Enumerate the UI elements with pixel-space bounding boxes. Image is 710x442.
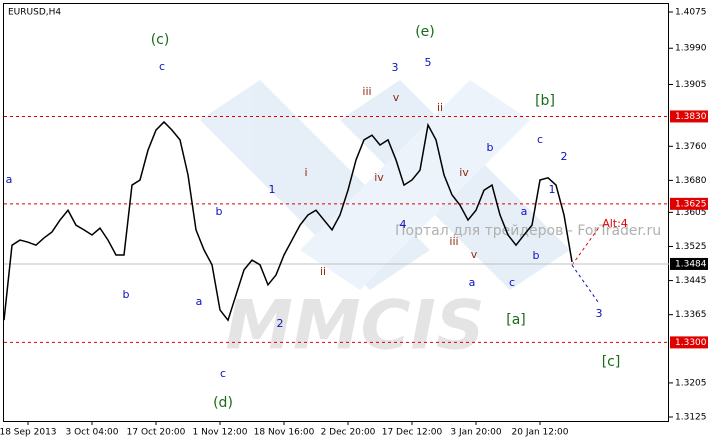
wave-label: 1 xyxy=(269,183,276,196)
x-tick-label: 18 Sep 2013 xyxy=(0,428,57,438)
x-tick-label: 2 Dec 20:00 xyxy=(321,428,376,438)
plot-frame xyxy=(3,3,669,422)
wave-label: b xyxy=(487,141,494,154)
level-label: 1.3625 xyxy=(675,199,707,209)
watermark: MMCIS xyxy=(225,287,485,366)
y-tick-label: 1.3525 xyxy=(675,242,707,252)
x-tick-label: 17 Oct 20:00 xyxy=(127,428,186,438)
wave-label: 4 xyxy=(400,218,407,231)
wave-label: 2 xyxy=(561,150,568,163)
y-tick-label: 1.3990 xyxy=(675,44,707,54)
wave-label: b xyxy=(216,205,223,218)
level-label: 1.3300 xyxy=(675,338,707,348)
wave-label: 5 xyxy=(425,56,432,69)
wave-label: (d) xyxy=(213,395,233,411)
y-tick-label: 1.3445 xyxy=(675,276,707,286)
y-tick-label: 1.3680 xyxy=(675,176,707,186)
wave-label: Alt:4 xyxy=(602,217,628,230)
wave-label: v xyxy=(393,91,400,104)
wave-label: c xyxy=(159,60,165,73)
level-label: 1.3484 xyxy=(675,259,707,269)
x-tick-label: 17 Dec 12:00 xyxy=(382,428,443,438)
wave-label: c xyxy=(509,276,515,289)
y-tick-label: 1.3205 xyxy=(675,378,707,388)
projection xyxy=(571,225,601,266)
wave-label: c xyxy=(537,133,543,146)
wave-label: i xyxy=(304,166,307,179)
y-tick-label: 1.3760 xyxy=(675,142,707,152)
level-label: 1.3830 xyxy=(675,112,707,122)
price-line xyxy=(3,120,573,322)
wave-label: iii xyxy=(362,85,371,98)
logo-stroke xyxy=(340,80,570,290)
wave-label: 1 xyxy=(549,183,556,196)
wave-label: iv xyxy=(374,171,384,184)
wave-label: 3 xyxy=(392,61,399,74)
x-tick-label: 18 Nov 16:00 xyxy=(254,428,315,438)
wave-label: a xyxy=(196,295,203,308)
logo xyxy=(200,80,570,290)
wave-label: (e) xyxy=(415,24,435,40)
wave-label: (c) xyxy=(151,32,170,48)
wave-label: ii xyxy=(437,101,443,114)
x-tick-label: 20 Jan 12:00 xyxy=(512,428,569,438)
level-label-box xyxy=(670,336,708,349)
wave-label: [b] xyxy=(535,93,555,109)
wave-label: 2 xyxy=(277,317,284,330)
level-label-box xyxy=(670,110,708,123)
wave-label: iv xyxy=(459,166,469,179)
logo-stroke xyxy=(300,80,530,290)
x-tick-label: 1 Nov 12:00 xyxy=(193,428,248,438)
wave-label: a xyxy=(469,276,476,289)
wave-label: a xyxy=(6,173,13,186)
level-label-box xyxy=(670,257,708,270)
wave-label: iii xyxy=(449,235,458,248)
wave-label: b xyxy=(123,288,130,301)
x-tick-label: 3 Oct 04:00 xyxy=(66,428,119,438)
logo-stroke xyxy=(200,80,430,290)
y-tick-label: 1.3125 xyxy=(675,413,707,423)
y-tick-label: 1.4075 xyxy=(675,8,707,18)
wave-label: a xyxy=(521,205,528,218)
wave-label: [a] xyxy=(506,312,526,328)
y-tick-label: 1.3605 xyxy=(675,208,707,218)
projection xyxy=(571,264,599,303)
x-tick-label: 3 Jan 20:00 xyxy=(450,428,502,438)
wave-label: b xyxy=(533,249,540,262)
wave-label: 3 xyxy=(596,307,603,320)
wave-label: c xyxy=(220,367,226,380)
wave-label: [c] xyxy=(602,354,621,370)
wave-label: ii xyxy=(320,265,326,278)
wave-label: v xyxy=(471,248,478,261)
chart-title: EURUSD,H4 xyxy=(8,8,61,18)
y-tick-label: 1.3365 xyxy=(675,310,707,320)
level-label-box xyxy=(670,197,708,210)
y-tick-label: 1.3905 xyxy=(675,80,707,90)
